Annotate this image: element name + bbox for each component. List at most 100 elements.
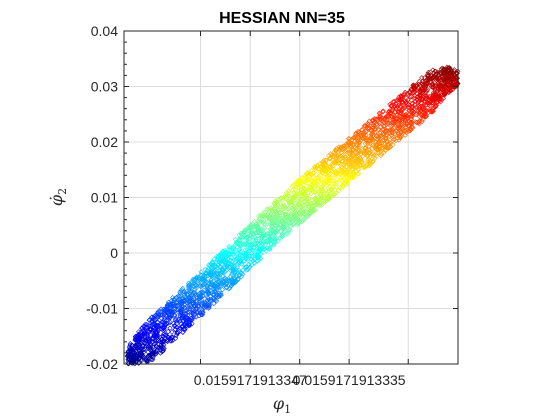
scatter-point xyxy=(385,145,391,151)
scatter-point xyxy=(338,170,344,176)
scatter-point xyxy=(396,124,402,131)
scatter-point xyxy=(330,178,337,184)
scatter-point xyxy=(393,105,399,111)
scatter-point xyxy=(410,85,416,91)
scatter-point xyxy=(295,191,301,197)
scatter-point xyxy=(340,181,347,187)
scatter-point xyxy=(425,69,432,76)
scatter-point xyxy=(404,120,410,126)
scatter-point xyxy=(377,120,383,126)
scatter-point xyxy=(292,205,298,211)
scatter-point xyxy=(337,177,343,183)
scatter-point xyxy=(288,216,295,222)
scatter-point xyxy=(300,209,307,215)
scatter-point xyxy=(189,310,195,316)
scatter-point xyxy=(416,78,422,85)
scatter-point xyxy=(308,172,314,179)
scatter-point xyxy=(267,235,273,241)
scatter-point xyxy=(429,100,436,106)
scatter-point xyxy=(179,289,186,295)
scatter-point xyxy=(333,148,339,154)
scatter-point xyxy=(137,336,143,342)
scatter-point xyxy=(212,297,219,303)
scatter-point xyxy=(167,304,173,310)
y-tick-label: 0.01 xyxy=(91,190,118,206)
scatter-point xyxy=(360,149,367,155)
scatter-point xyxy=(145,344,152,350)
scatter-point xyxy=(348,162,354,168)
scatter-point xyxy=(188,292,195,298)
scatter-point xyxy=(333,169,339,175)
scatter-point xyxy=(339,146,345,153)
scatter-point xyxy=(229,281,236,288)
scatter-point xyxy=(205,302,211,308)
scatter-point xyxy=(199,306,205,313)
scatter-point xyxy=(153,324,160,330)
scatter-point xyxy=(442,89,448,95)
scatter-point xyxy=(425,104,431,111)
scatter-point xyxy=(260,233,267,240)
scatter-point xyxy=(437,84,443,91)
scatter-point xyxy=(194,280,201,286)
scatter-point xyxy=(250,237,257,243)
scatter-point xyxy=(246,224,252,230)
scatter-point xyxy=(448,75,454,81)
scatter-point xyxy=(410,103,416,110)
scatter-point xyxy=(159,319,165,325)
scatter-point xyxy=(297,197,303,203)
scatter-point xyxy=(154,313,161,319)
scatter-point xyxy=(254,243,260,250)
scatter-point xyxy=(283,230,290,237)
scatter-point xyxy=(143,325,149,331)
scatter-point xyxy=(330,192,336,198)
scatter-point xyxy=(354,145,360,151)
scatter-point xyxy=(198,281,205,287)
scatter-point xyxy=(192,286,198,293)
scatter-point xyxy=(201,302,208,309)
scatter-point xyxy=(178,301,184,307)
scatter-point xyxy=(133,334,139,340)
scatter-point xyxy=(126,348,132,354)
scatter-point xyxy=(185,282,192,288)
scatter-point xyxy=(259,233,265,240)
scatter-point xyxy=(151,333,158,339)
scatter-point xyxy=(424,80,431,86)
scatter-point xyxy=(157,347,164,353)
scatter-point xyxy=(146,339,152,345)
scatter-point xyxy=(158,326,165,332)
scatter-point xyxy=(295,201,301,208)
y-tick-label: 0 xyxy=(110,245,118,261)
scatter-point xyxy=(320,179,326,185)
scatter-point xyxy=(324,191,331,198)
scatter-point xyxy=(181,313,187,319)
scatter-point xyxy=(353,130,359,136)
scatter-point xyxy=(200,292,206,299)
scatter-point xyxy=(403,129,409,136)
scatter-point xyxy=(240,241,246,247)
scatter-point xyxy=(314,198,321,205)
scatter-point xyxy=(201,301,207,307)
scatter-point xyxy=(268,217,275,223)
scatter-point xyxy=(412,93,418,99)
scatter-point xyxy=(419,86,426,92)
scatter-point xyxy=(257,216,263,223)
scatter-point xyxy=(145,354,151,360)
scatter-point xyxy=(408,86,414,92)
scatter-point xyxy=(184,303,191,309)
scatter-point xyxy=(425,76,431,82)
scatter-point xyxy=(225,261,232,267)
scatter-point xyxy=(182,322,188,328)
scatter-point xyxy=(411,109,417,115)
scatter-point xyxy=(251,252,258,258)
scatter-point xyxy=(185,284,192,290)
scatter-point xyxy=(152,322,158,329)
scatter-point xyxy=(420,78,426,84)
scatter-point xyxy=(393,128,400,134)
scatter-point xyxy=(178,307,184,313)
scatter-point xyxy=(272,209,278,215)
scatter-point xyxy=(369,117,376,123)
scatter-point xyxy=(362,123,368,129)
scatter-point xyxy=(244,235,250,241)
scatter-point xyxy=(274,215,280,221)
